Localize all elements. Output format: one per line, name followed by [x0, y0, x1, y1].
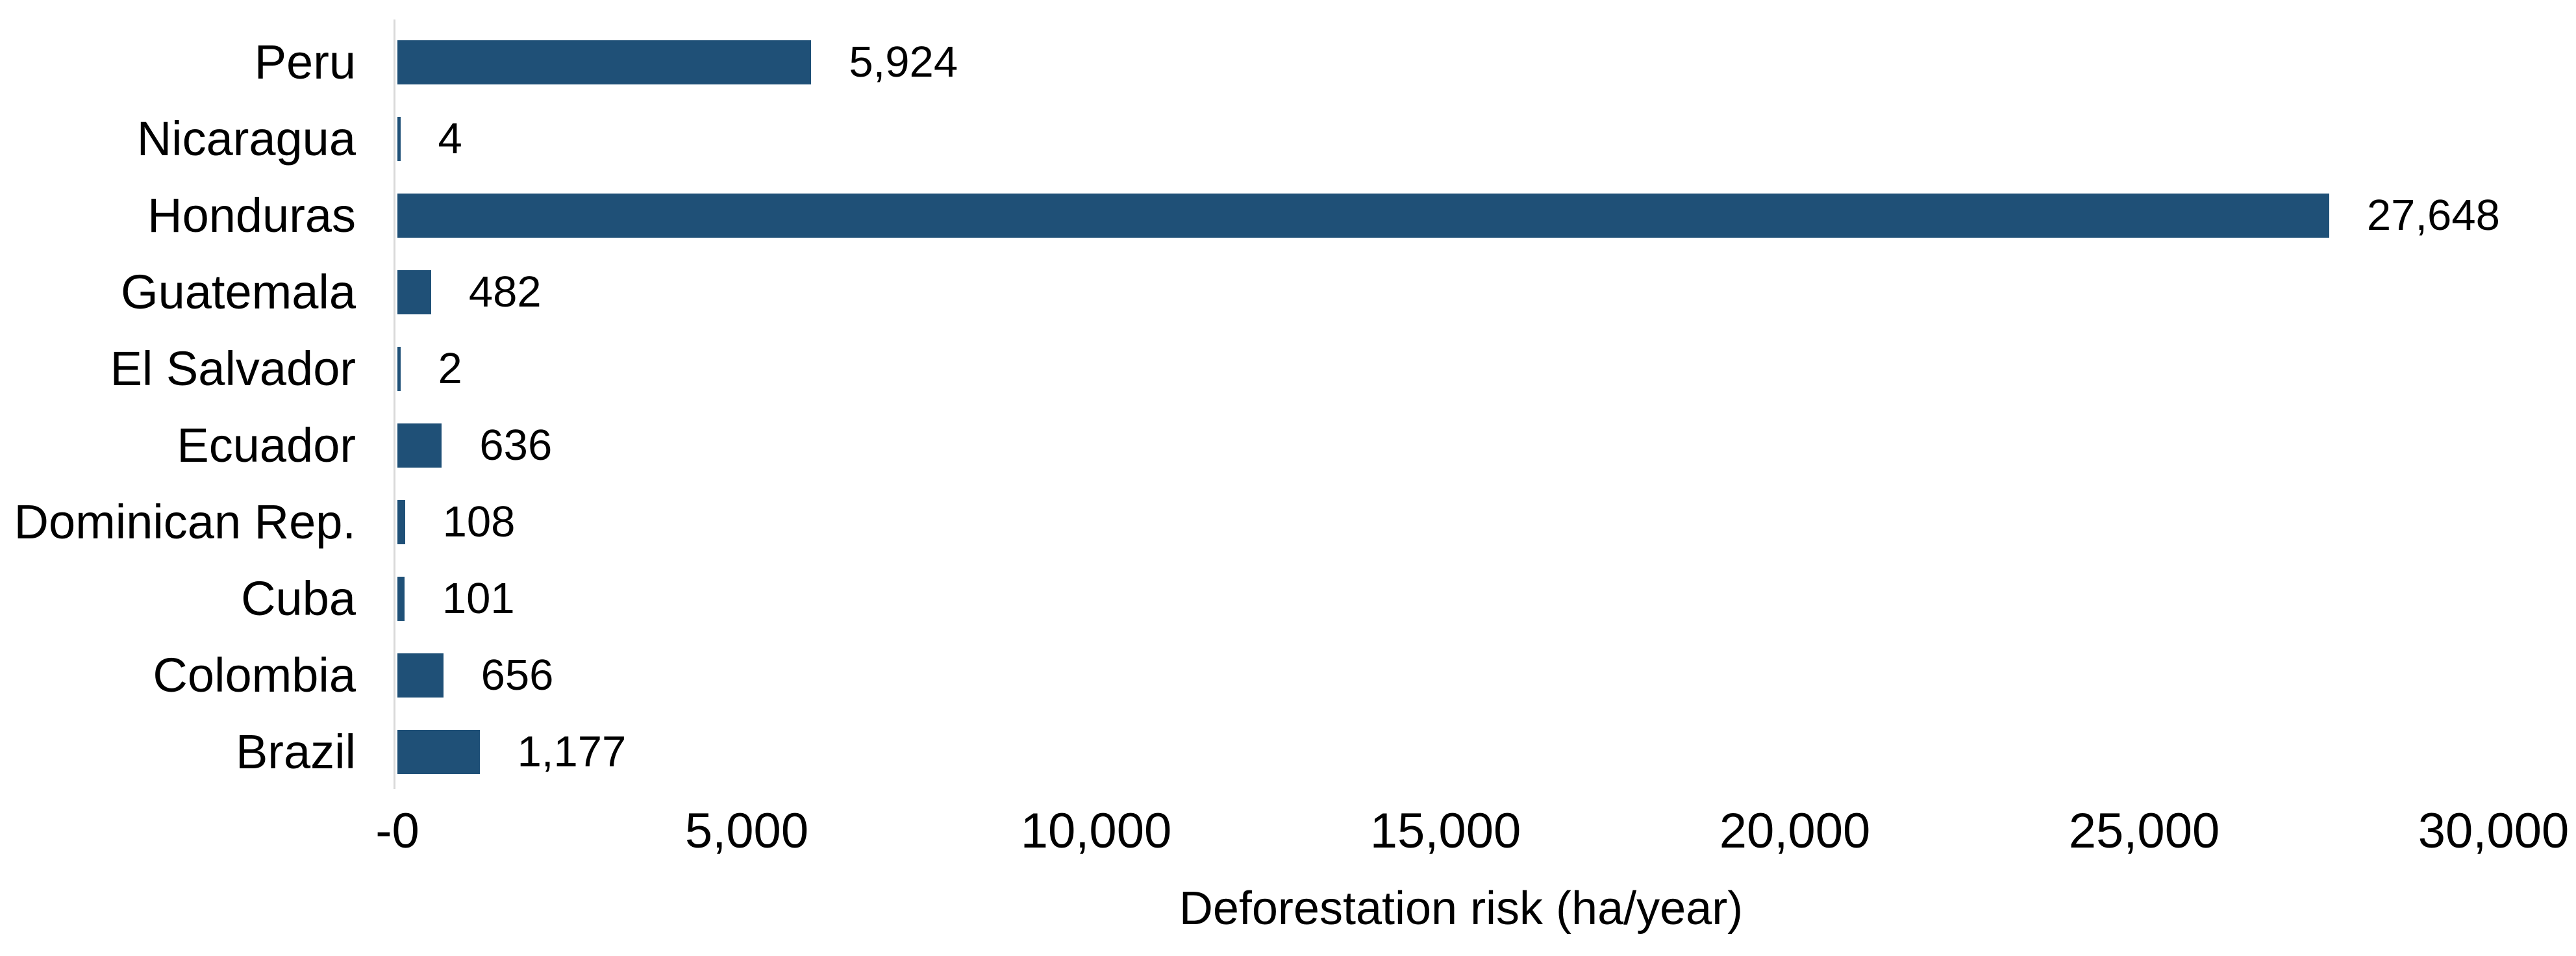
value-label: 1,177 [517, 727, 627, 776]
bar-row: Guatemala 482 [0, 254, 2576, 331]
x-tick-label: -0 [375, 803, 419, 859]
value-label: 2 [438, 344, 462, 393]
value-label: 108 [442, 497, 516, 546]
x-tick-label: 25,000 [2068, 803, 2220, 859]
value-label: 101 [442, 574, 515, 623]
category-label: Guatemala [121, 265, 356, 319]
category-label: Honduras [147, 188, 356, 242]
bar [397, 653, 444, 698]
category-label: Cuba [241, 572, 356, 625]
category-label: Peru [254, 35, 356, 89]
category-label: Ecuador [177, 418, 356, 472]
bar-row: Nicaragua 4 [0, 101, 2576, 177]
x-tick-label: 20,000 [1719, 803, 1871, 859]
category-label: Nicaragua [136, 112, 356, 166]
value-label: 5,924 [849, 38, 958, 86]
x-tick-label: 5,000 [684, 803, 809, 859]
value-label: 482 [468, 268, 542, 316]
bar [397, 730, 480, 774]
bar [397, 194, 2329, 238]
x-axis-title: Deforestation risk (ha/year) [1179, 883, 1744, 935]
bar-row: Dominican Rep. 108 [0, 484, 2576, 560]
value-label: 656 [481, 651, 554, 699]
x-tick-label: 10,000 [1020, 803, 1172, 859]
bar [397, 577, 405, 621]
bar [397, 270, 431, 314]
x-tick-label: 15,000 [1369, 803, 1521, 859]
bar [397, 500, 405, 544]
category-label: El Salvador [110, 342, 356, 396]
bar-row: Brazil 1,177 [0, 714, 2576, 790]
category-label: Dominican Rep. [14, 495, 356, 549]
bar [397, 347, 401, 391]
value-label: 4 [438, 114, 462, 163]
bar-row: Colombia 656 [0, 637, 2576, 714]
bar-row: El Salvador 2 [0, 331, 2576, 407]
category-label: Colombia [153, 648, 356, 702]
value-label: 636 [479, 421, 553, 470]
bar [397, 40, 812, 84]
bar-row: Ecuador 636 [0, 407, 2576, 484]
bar [397, 117, 401, 161]
value-label: 27,648 [2366, 191, 2500, 240]
bar [397, 423, 442, 468]
bar-row: Cuba 101 [0, 560, 2576, 637]
category-label: Brazil [235, 725, 356, 779]
bar-row: Peru 5,924 [0, 24, 2576, 101]
bar-row: Honduras 27,648 [0, 177, 2576, 254]
x-tick-label: 30,000 [2418, 803, 2570, 859]
y-axis-line [394, 19, 395, 789]
